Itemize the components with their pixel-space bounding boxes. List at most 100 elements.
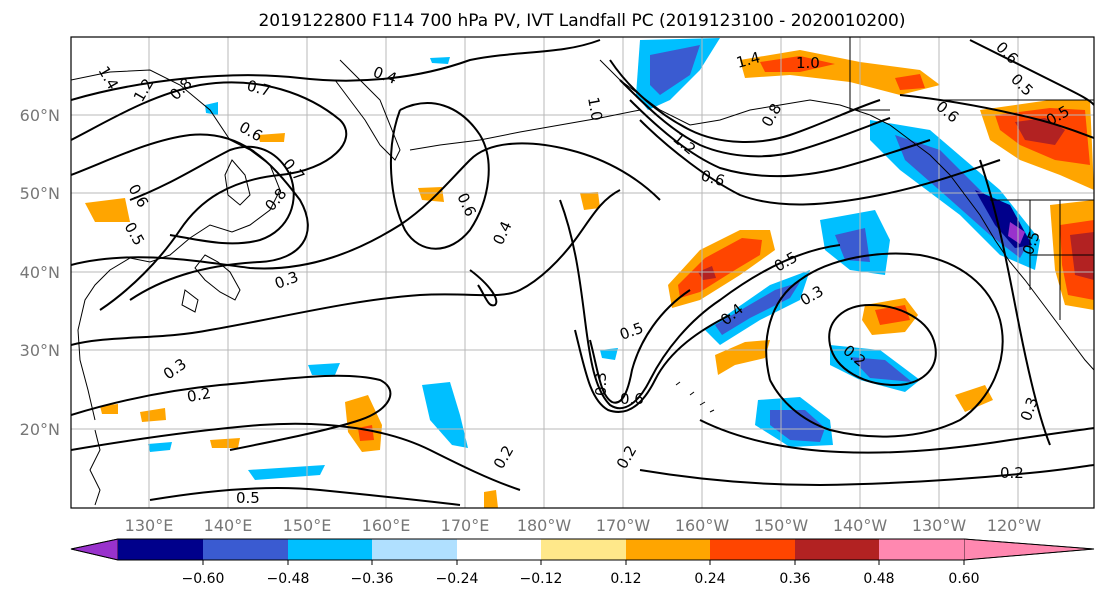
contour-line	[899, 94, 1094, 139]
latitude-labels: 60°N 50°N 40°N 30°N 20°N	[20, 106, 60, 439]
colorbar-segment	[118, 539, 203, 560]
neg-anomaly-shading	[835, 228, 870, 262]
lon-label: 120°W	[987, 516, 1042, 535]
contour-line	[71, 142, 661, 270]
pos-anomaly-shading	[580, 192, 600, 210]
kamchatka-coastline	[334, 59, 401, 161]
contour-line	[389, 102, 490, 250]
contour-line	[699, 419, 1094, 454]
neg-anomaly-shading	[1008, 222, 1025, 244]
contour-line	[71, 133, 309, 301]
colorbar-segment	[626, 539, 710, 560]
contour-label: 0.3	[592, 372, 610, 396]
contour-line	[765, 252, 1004, 438]
lat-label: 60°N	[20, 106, 60, 125]
lon-label: 160°E	[362, 516, 411, 535]
lon-label: 130°E	[125, 516, 174, 535]
neg-anomaly-shading	[248, 465, 325, 480]
neg-anomaly-shading	[422, 382, 468, 448]
colorbar-segment	[710, 539, 795, 560]
neg-anomaly-shading	[895, 135, 1030, 258]
colorbar-tick-label: −0.24	[436, 571, 479, 587]
colorbar: −0.60 −0.48 −0.36 −0.24 −0.12 0.12 0.24 …	[70, 538, 1095, 587]
contour-label: 1.0	[796, 54, 820, 72]
lon-label: 170°E	[441, 516, 490, 535]
aleutian-islands	[409, 109, 641, 151]
colorbar-tick-label: −0.12	[520, 571, 563, 587]
contour-line	[639, 464, 1094, 487]
contour-line	[559, 199, 841, 410]
neg-anomaly-shading	[148, 442, 172, 452]
contour-line	[969, 39, 1094, 106]
pos-anomaly-shading	[955, 385, 993, 412]
colorbar-segment	[795, 539, 879, 560]
contour-label: 0.5	[236, 489, 260, 507]
pos-anomaly-shading	[140, 408, 166, 422]
contour-label: 0.2	[1000, 464, 1024, 482]
colorbar-tick-label: 0.12	[610, 571, 641, 587]
contour-line	[71, 422, 521, 491]
philippines-coastline	[89, 429, 101, 506]
lon-label: 140°E	[204, 516, 253, 535]
pos-anomaly-shading	[85, 198, 130, 222]
colorbar-tick-label: 0.24	[694, 571, 725, 587]
longitude-labels: 130°E 140°E 150°E 160°E 170°E 180°W 170°…	[125, 516, 1042, 535]
lon-label: 170°W	[596, 516, 651, 535]
colorbar-tick-label: 0.60	[948, 571, 979, 587]
contour-line	[979, 159, 1051, 446]
pos-anomaly-shading	[484, 490, 498, 508]
pos-anomaly-shading	[1070, 232, 1094, 280]
colorbar-segment	[879, 539, 964, 560]
colorbar-tick-label: 0.36	[779, 571, 810, 587]
contour-line	[828, 303, 937, 387]
colorbar-tick-label: 0.48	[863, 571, 894, 587]
lon-label: 150°E	[283, 516, 332, 535]
lat-label: 30°N	[20, 341, 60, 360]
hawaii-islands	[675, 381, 715, 413]
colorbar-ticks	[202, 560, 965, 565]
neg-anomaly-shading	[650, 45, 700, 95]
lon-label: 160°W	[675, 516, 730, 535]
colorbar-outline	[70, 538, 1095, 561]
colorbar-segment	[372, 539, 457, 560]
map-panel: 1.4 1.2 0.8 0.7 0.6 0.7 0.8 0.6 0.5 0.4 …	[70, 36, 1095, 509]
contour-label: 0.2	[186, 384, 213, 406]
pos-anomaly-shading	[210, 438, 240, 448]
lat-label: 20°N	[20, 420, 60, 439]
pos-anomaly-shading	[678, 238, 762, 298]
contour-line	[629, 99, 931, 178]
us-state-lines	[1029, 200, 1094, 320]
contour-line	[71, 189, 621, 346]
contour-line	[71, 374, 392, 451]
lon-label: 140°W	[833, 516, 888, 535]
contour-line	[149, 487, 461, 506]
colorbar-tick-label: −0.60	[182, 571, 225, 587]
pos-anomaly-shading	[895, 74, 925, 90]
gridlines	[71, 37, 1094, 508]
lon-label: 150°W	[754, 516, 809, 535]
neg-anomaly-shading	[430, 57, 450, 64]
contour-line	[609, 59, 881, 143]
colorbar-segment	[288, 539, 372, 560]
contour-line	[469, 269, 498, 307]
neg-anomaly-shading	[850, 357, 912, 382]
pos-anomaly-shading	[715, 340, 770, 375]
neg-anomaly-shading	[600, 348, 618, 360]
contour-label: 1.0	[584, 96, 606, 123]
contour-label: 1.4	[734, 48, 762, 72]
contour-line	[639, 119, 1001, 206]
pv-contours	[71, 39, 1094, 506]
colorbar-tick-label: −0.36	[351, 571, 394, 587]
lon-label: 180°W	[517, 516, 572, 535]
pos-anomaly-shading	[258, 133, 285, 142]
neg-anomaly-shading	[770, 410, 825, 442]
contour-line	[619, 79, 891, 158]
pc-shading	[85, 38, 1094, 508]
colorbar-tick-label: −0.48	[267, 571, 310, 587]
lat-label: 40°N	[20, 263, 60, 282]
contour-line	[71, 39, 601, 101]
contour-label: 0.6	[620, 390, 644, 408]
contour-line	[129, 145, 295, 245]
colorbar-segment	[541, 539, 626, 560]
